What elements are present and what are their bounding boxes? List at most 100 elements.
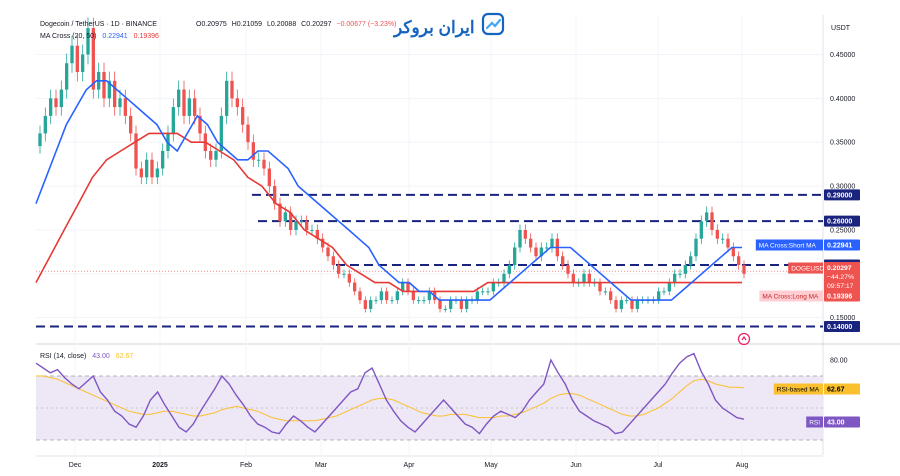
candle-body bbox=[353, 282, 357, 292]
ma-long-value-tag: 0.19396 bbox=[827, 294, 852, 301]
candle-body bbox=[523, 229, 527, 239]
candle-body bbox=[134, 133, 138, 169]
rsi-value-tag: 43.00 bbox=[827, 420, 845, 427]
candle-body bbox=[182, 89, 186, 116]
candle-body bbox=[219, 115, 223, 151]
level-price-label: 0.14000 bbox=[827, 324, 852, 331]
candle-body bbox=[609, 291, 613, 301]
ma-long-line bbox=[35, 132, 742, 293]
time-axis-ticks: Dec 2025 Feb Mar Apr May Jun Jul Aug bbox=[69, 462, 749, 469]
ohlc-values: O0.20975 H0.21059 L0.20088 C0.20297 −0.0… bbox=[196, 21, 396, 28]
candle-body bbox=[363, 300, 367, 309]
candle-body bbox=[465, 300, 469, 309]
candle-body bbox=[635, 300, 639, 309]
rsi-line bbox=[35, 352, 745, 435]
ma-short-line bbox=[35, 80, 742, 301]
rsi-tick-label: 80.00 bbox=[830, 358, 848, 365]
candle-body bbox=[267, 168, 271, 187]
horizontal-levels bbox=[36, 193, 823, 328]
candle-body bbox=[235, 98, 239, 108]
candle-body bbox=[315, 229, 319, 239]
broker-logo-text: ایران بروکر bbox=[392, 18, 475, 38]
candle-body bbox=[726, 238, 730, 248]
ma-cross-legend[interactable]: MA Cross (20, 50) 0.22941 0.19396 bbox=[40, 33, 159, 40]
candle-body bbox=[230, 80, 234, 99]
candle-body bbox=[475, 291, 479, 301]
candle-body bbox=[571, 273, 575, 283]
candle-body bbox=[171, 107, 175, 134]
candle-countdown: 09:57:17 bbox=[827, 283, 854, 290]
candle-body bbox=[721, 238, 725, 240]
candle-body bbox=[449, 300, 453, 309]
candle-body bbox=[715, 229, 719, 239]
candle-body bbox=[545, 247, 549, 249]
price-axis-unit: USDT bbox=[831, 25, 851, 32]
candle-body bbox=[198, 115, 202, 134]
candle-body bbox=[310, 229, 314, 231]
alert-clock-icon[interactable] bbox=[737, 332, 751, 346]
candle-body bbox=[587, 273, 591, 283]
candle-body bbox=[566, 265, 570, 274]
candle-body bbox=[91, 28, 95, 90]
candle-body bbox=[374, 300, 378, 302]
candle-body bbox=[385, 291, 389, 301]
time-tick-label: Feb bbox=[240, 462, 252, 469]
time-tick-label: May bbox=[484, 462, 498, 469]
price-tick-label: 0.15000 bbox=[830, 315, 855, 322]
rsi-ma-line bbox=[36, 375, 745, 422]
candle-body bbox=[326, 247, 330, 257]
candle-body bbox=[43, 115, 47, 134]
rsi-ma-value-tag: 62.67 bbox=[827, 387, 845, 394]
candle-body bbox=[486, 291, 490, 293]
candle-body bbox=[406, 282, 410, 292]
candle-body bbox=[737, 256, 741, 266]
candle-body bbox=[667, 282, 671, 292]
ma-short-value-tag-bg bbox=[824, 239, 860, 251]
candle-body bbox=[225, 80, 229, 116]
candle-body bbox=[395, 291, 399, 301]
time-tick-label: Jul bbox=[654, 462, 663, 469]
symbol-title: Dogecoin / TetherUS · 1D · BINANCE bbox=[40, 21, 157, 28]
candle-body bbox=[358, 291, 362, 301]
candle-body bbox=[246, 124, 250, 143]
candle-body bbox=[625, 300, 629, 302]
broker-logo-icon bbox=[481, 12, 505, 36]
candle-body bbox=[705, 212, 709, 222]
candle-body bbox=[251, 142, 255, 160]
candle-body bbox=[49, 98, 53, 116]
candle-body bbox=[321, 238, 325, 248]
candle-body bbox=[630, 300, 634, 309]
candle-body bbox=[155, 168, 159, 178]
candle-body bbox=[678, 273, 682, 275]
candle-body bbox=[283, 212, 287, 222]
candle-body bbox=[539, 247, 543, 257]
price-tick-label: 0.45000 bbox=[830, 52, 855, 59]
rsi-ma-value-tag-bg bbox=[824, 383, 860, 395]
ma-long-name-tag: MA Cross:Long MA bbox=[762, 294, 819, 301]
candle-body bbox=[81, 54, 85, 73]
ma-short-name-tag-bg bbox=[755, 239, 823, 251]
candle-body bbox=[150, 159, 154, 178]
candle-body bbox=[294, 221, 298, 230]
price-tick-label: 0.35000 bbox=[830, 140, 855, 147]
time-tick-label: Aug bbox=[736, 462, 749, 469]
candle-body bbox=[603, 291, 607, 293]
candle-body bbox=[331, 256, 335, 266]
candle-body bbox=[582, 273, 586, 283]
ma-long-name-tag-bg bbox=[759, 290, 823, 302]
candle-body bbox=[262, 159, 266, 169]
ma-short-value-tag: 0.22941 bbox=[827, 243, 852, 250]
current-price-box bbox=[824, 262, 860, 293]
price-tick-label: 0.25000 bbox=[830, 227, 855, 234]
candle-body bbox=[86, 28, 90, 55]
time-tick-label: Jun bbox=[570, 462, 581, 469]
ma-long-value-tag-bg bbox=[824, 290, 860, 302]
rsi-legend[interactable]: RSI (14, close) 43.00 62.67 bbox=[40, 353, 133, 360]
candle-body bbox=[299, 221, 303, 223]
candle-body bbox=[518, 229, 522, 248]
level-price-label-bg bbox=[824, 215, 860, 227]
rsi-band bbox=[36, 376, 823, 440]
candle-body bbox=[459, 300, 463, 309]
price-tick-label: 0.40000 bbox=[830, 96, 855, 103]
candle-body bbox=[278, 203, 282, 222]
